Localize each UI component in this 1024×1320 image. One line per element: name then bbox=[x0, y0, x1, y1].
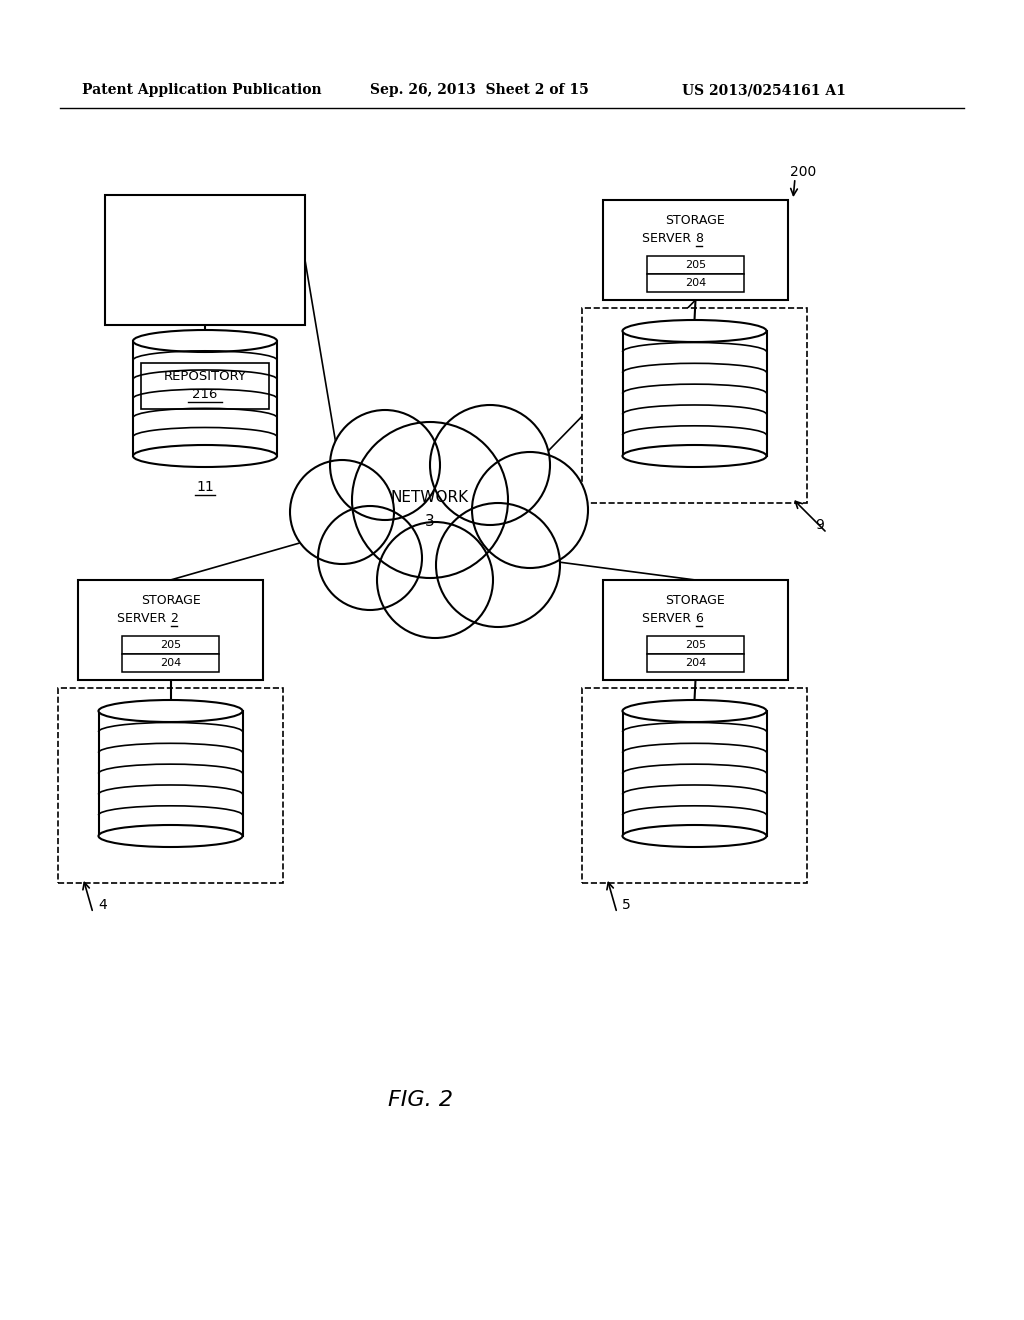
Text: 9: 9 bbox=[815, 517, 824, 532]
Ellipse shape bbox=[98, 825, 243, 847]
Text: STORAGE: STORAGE bbox=[140, 594, 201, 606]
Bar bbox=[647, 256, 743, 275]
Text: 216: 216 bbox=[193, 388, 218, 400]
Ellipse shape bbox=[623, 825, 767, 847]
Bar bbox=[123, 636, 218, 653]
Ellipse shape bbox=[623, 445, 767, 467]
Text: Patent Application Publication: Patent Application Publication bbox=[82, 83, 322, 96]
Text: 204: 204 bbox=[160, 657, 181, 668]
Ellipse shape bbox=[623, 319, 767, 342]
Text: 10: 10 bbox=[205, 252, 224, 268]
Text: 6: 6 bbox=[695, 611, 703, 624]
Text: 2: 2 bbox=[171, 611, 178, 624]
Ellipse shape bbox=[98, 700, 243, 722]
Text: NETWORK: NETWORK bbox=[391, 491, 469, 506]
Circle shape bbox=[430, 405, 550, 525]
Bar bbox=[105, 195, 305, 325]
Bar bbox=[582, 688, 807, 883]
Text: 8: 8 bbox=[695, 231, 703, 244]
Text: 4: 4 bbox=[98, 898, 106, 912]
Text: SERVER: SERVER bbox=[118, 611, 171, 624]
Text: 205: 205 bbox=[685, 260, 707, 271]
Bar bbox=[603, 201, 788, 300]
Circle shape bbox=[318, 506, 422, 610]
Ellipse shape bbox=[133, 330, 278, 352]
Text: 200: 200 bbox=[790, 165, 816, 180]
Text: 3: 3 bbox=[425, 515, 435, 529]
Text: 204: 204 bbox=[685, 657, 707, 668]
Bar bbox=[582, 308, 807, 503]
Text: FIG. 2: FIG. 2 bbox=[387, 1090, 453, 1110]
Text: STORAGE: STORAGE bbox=[666, 214, 725, 227]
Circle shape bbox=[330, 411, 440, 520]
Bar bbox=[623, 331, 767, 455]
Circle shape bbox=[377, 521, 493, 638]
Text: SERVER: SERVER bbox=[642, 611, 695, 624]
Bar bbox=[647, 653, 743, 672]
Text: Sep. 26, 2013  Sheet 2 of 15: Sep. 26, 2013 Sheet 2 of 15 bbox=[370, 83, 589, 96]
Ellipse shape bbox=[133, 445, 278, 467]
Bar bbox=[123, 653, 218, 672]
Text: STORAGE: STORAGE bbox=[666, 594, 725, 606]
Text: 11: 11 bbox=[197, 480, 214, 494]
Bar bbox=[133, 341, 278, 455]
Bar bbox=[623, 711, 767, 836]
Text: SERVER: SERVER bbox=[642, 231, 695, 244]
Circle shape bbox=[290, 459, 394, 564]
Ellipse shape bbox=[623, 700, 767, 722]
Bar bbox=[603, 579, 788, 680]
Bar bbox=[647, 636, 743, 653]
Text: 5: 5 bbox=[622, 898, 631, 912]
Circle shape bbox=[472, 451, 588, 568]
Bar bbox=[647, 275, 743, 292]
Circle shape bbox=[352, 422, 508, 578]
Text: 205: 205 bbox=[160, 640, 181, 649]
Bar bbox=[98, 711, 243, 836]
Bar bbox=[78, 579, 263, 680]
Text: US 2013/0254161 A1: US 2013/0254161 A1 bbox=[682, 83, 846, 96]
Text: SERVER: SERVER bbox=[140, 252, 205, 268]
Text: REPOSITORY: REPOSITORY bbox=[164, 371, 247, 384]
Circle shape bbox=[436, 503, 560, 627]
Bar bbox=[58, 688, 283, 883]
Text: 204: 204 bbox=[685, 279, 707, 288]
Text: 205: 205 bbox=[685, 640, 707, 649]
Bar bbox=[141, 363, 269, 409]
